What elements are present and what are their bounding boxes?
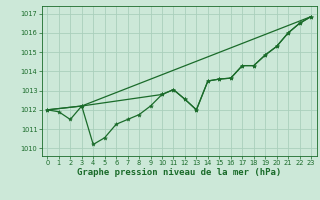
- X-axis label: Graphe pression niveau de la mer (hPa): Graphe pression niveau de la mer (hPa): [77, 168, 281, 177]
